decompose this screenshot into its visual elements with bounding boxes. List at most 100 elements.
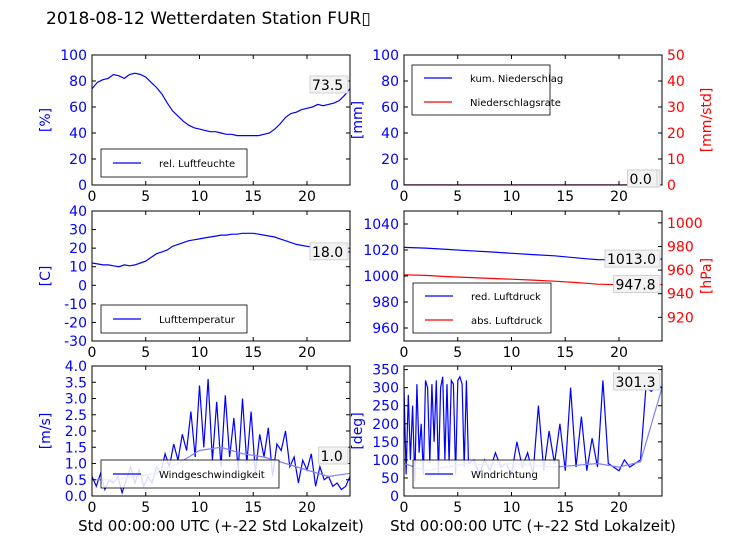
y-tick-label: 1.0 (65, 457, 87, 473)
legend-entry-label: Lufttemperatur (159, 315, 236, 326)
y-tick-label: 50 (381, 471, 399, 487)
x-tick-label: 0 (400, 189, 409, 205)
x-tick-label: 5 (453, 345, 462, 361)
value-label-box (613, 372, 661, 391)
legend-entry-label: rel. Luftfeuchte (159, 159, 235, 170)
y-tick-label: 100 (372, 453, 399, 469)
legend-entry-label: Windrichtung (471, 470, 538, 481)
y-tick-label: 60 (381, 100, 399, 116)
x-tick-label: 0 (400, 345, 409, 361)
y-tick-label: 300 (372, 381, 399, 397)
y2-tick-label: 20 (667, 126, 685, 142)
current-value-label: 18.0 (312, 245, 343, 261)
plot-frame (91, 54, 351, 186)
x-tick-label: 20 (610, 189, 628, 205)
y-tick-label: 10 (69, 260, 87, 276)
y-tick-label: -30 (64, 334, 87, 350)
plot-frame (403, 54, 663, 186)
page-title: 2018-08-12 Wetterdaten Station FUR▯ (46, 9, 371, 29)
x-tick-label: 10 (191, 500, 209, 516)
x-tick-label: 20 (610, 500, 628, 516)
x-axis-label: Std 00:00:00 UTC (+-22 Std Lokalzeit) (390, 517, 676, 535)
chart-humidity: 0 5 10 15 20 0 20 40 60 80 100 [%] rel. Luftfeuchte 7… (38, 48, 351, 205)
legend: kum. Niederschlag Niederschlagsrate (411, 64, 563, 116)
x-tick-label: 10 (503, 500, 521, 516)
plot-frame (403, 365, 663, 497)
value-label-box (604, 249, 661, 268)
y-tick-label: 40 (69, 204, 87, 220)
value-label-box (627, 169, 658, 188)
x-tick-label: 0 (88, 345, 97, 361)
value-label-box (613, 275, 661, 293)
y-tick-label: 80 (381, 74, 399, 90)
y2-tick-label: 0 (667, 178, 676, 194)
x-tick-label: 5 (453, 500, 462, 516)
y-tick-label: 4.0 (65, 359, 87, 375)
y-tick-label: 980 (372, 295, 399, 311)
x-tick-label: 15 (244, 189, 262, 205)
y-tick-label: 200 (372, 417, 399, 433)
y-axis-label: [m/s] (38, 413, 54, 450)
x-tick-label: 15 (556, 189, 574, 205)
legend-entry-label: red. Luftdruck (471, 292, 541, 303)
legend: rel. Luftfeuchte (100, 148, 248, 178)
y-tick-label: 960 (372, 321, 399, 337)
y-tick-label: 60 (69, 100, 87, 116)
x-tick-label: 10 (191, 189, 209, 205)
y-tick-label: -20 (64, 315, 87, 331)
x-tick-label: 0 (88, 189, 97, 205)
x-tick-label: 15 (244, 345, 262, 361)
plot-frame (91, 210, 351, 342)
y2-tick-label: 10 (667, 152, 685, 168)
y-tick-label: 0 (390, 489, 399, 505)
chart-temperature: 0 5 10 15 20 -30 -20 -10 0 10 20 30 40 [C] Lufttempera… (38, 204, 351, 361)
y-axis-label: [C] (38, 266, 54, 287)
series-line-temperature-0 (92, 232, 350, 268)
y-tick-label: 0 (390, 178, 399, 194)
y-tick-label: 150 (372, 435, 399, 451)
y-tick-label: 0.0 (65, 489, 87, 505)
y-tick-label: 0 (78, 278, 87, 294)
y2-axis-label: [mm/std] (699, 88, 715, 153)
legend: Windgeschwindigkeit (100, 459, 280, 489)
value-label-box (309, 75, 349, 94)
x-tick-label: 5 (141, 189, 150, 205)
x-tick-label: 5 (141, 500, 150, 516)
current-value-label: 73.5 (312, 78, 343, 94)
y-tick-label: 20 (69, 152, 87, 168)
y2-tick-label: 940 (667, 287, 694, 303)
value-label-box (309, 242, 349, 261)
y2-tick-label: 30 (667, 100, 685, 116)
y-tick-label: -10 (64, 297, 87, 313)
y-tick-label: 20 (69, 241, 87, 257)
y2-tick-label: 980 (667, 239, 694, 255)
legend-entry-label: Windgeschwindigkeit (159, 470, 265, 481)
y-tick-label: 250 (372, 399, 399, 415)
y-tick-label: 3.5 (65, 375, 87, 391)
y-tick-label: 1020 (363, 243, 399, 259)
y2-axis-label: [hPa] (699, 258, 715, 294)
y2-tick-label: 40 (667, 74, 685, 90)
y-tick-label: 1.5 (65, 440, 87, 456)
y-axis-label: [deg] (350, 412, 366, 449)
x-tick-label: 20 (610, 345, 628, 361)
y2-tick-label: 920 (667, 310, 694, 326)
x-tick-label: 20 (298, 345, 316, 361)
x-tick-label: 0 (400, 500, 409, 516)
x-axis-label: Std 00:00:00 UTC (+-22 Std Lokalzeit) (78, 517, 364, 535)
legend-entry-label: abs. Luftdruck (471, 316, 542, 327)
series-line-humidity-0 (92, 72, 350, 137)
x-tick-label: 15 (556, 500, 574, 516)
x-tick-label: 5 (141, 345, 150, 361)
y-axis-label: [%] (38, 108, 54, 132)
current-value-label: 301.3 (616, 375, 656, 391)
y-tick-label: 100 (60, 48, 87, 64)
x-tick-label: 10 (503, 345, 521, 361)
legend: Lufttemperatur (100, 304, 248, 334)
y-tick-label: 3.0 (65, 392, 87, 408)
chart-windspeed: 0 5 10 15 200.00.51.01.52.02.53.03.54.0[m/s]… (38, 359, 364, 535)
y-tick-label: 0.5 (65, 473, 87, 489)
y-tick-label: 2.5 (65, 408, 87, 424)
x-tick-label: 0 (88, 500, 97, 516)
